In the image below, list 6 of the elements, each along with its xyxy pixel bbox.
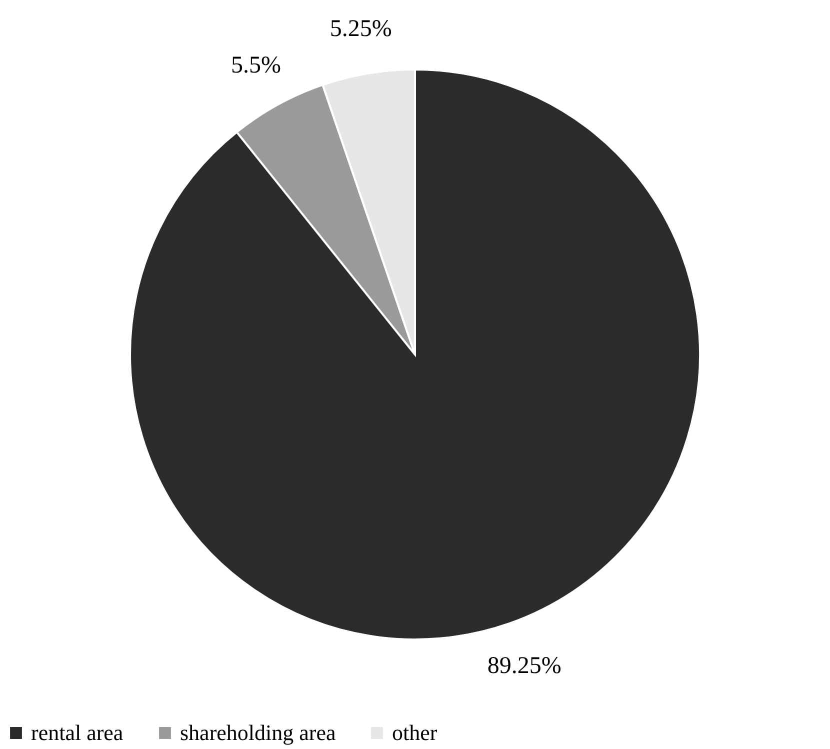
data-label: 89.25% [487,652,562,679]
data-label: 5.5% [231,52,282,78]
legend-label: other [392,720,438,745]
legend-label: rental area [31,720,124,745]
legend-label: shareholding area [180,720,336,745]
data-label: 5.25% [330,16,392,42]
